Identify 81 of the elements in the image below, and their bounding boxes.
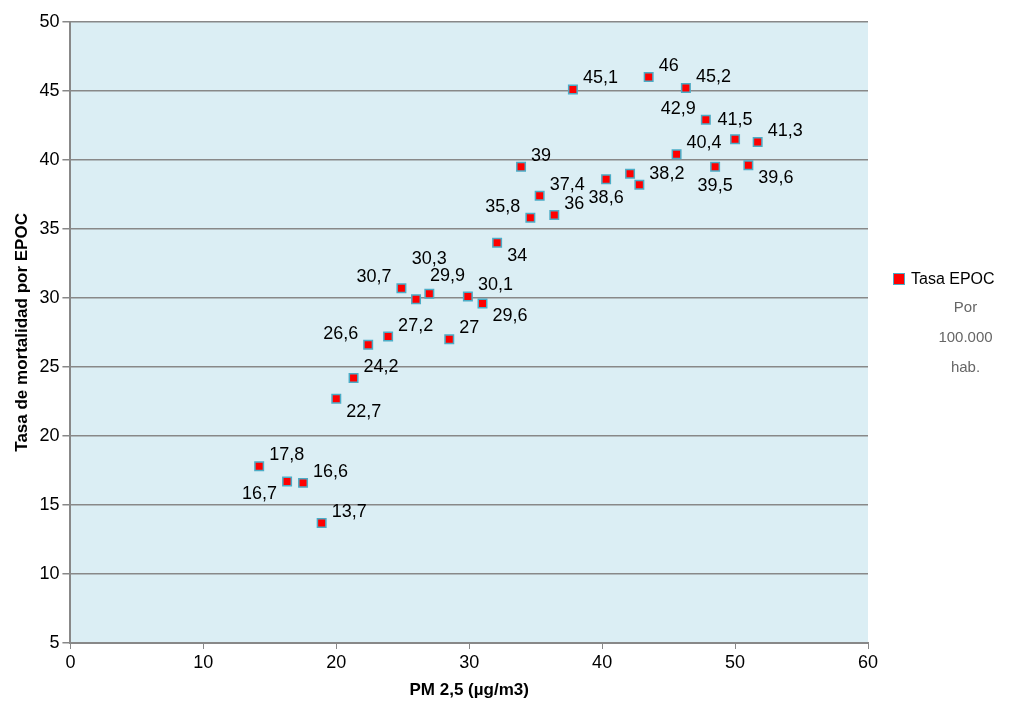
point <box>444 334 455 345</box>
y-tick-label: 10 <box>39 562 60 583</box>
data-label: 22,7 <box>346 400 382 421</box>
x-tick-label: 10 <box>193 651 214 672</box>
point <box>534 190 545 201</box>
point <box>331 393 342 404</box>
y-tick-label: 40 <box>39 148 60 169</box>
point <box>424 288 435 299</box>
y-tick-label: 35 <box>39 217 60 238</box>
y-tick-label: 30 <box>39 286 60 307</box>
data-label: 30,3 <box>411 247 447 268</box>
data-label: 41,3 <box>767 119 803 140</box>
point <box>680 83 691 94</box>
point <box>316 517 327 528</box>
data-label: 45,2 <box>695 66 731 87</box>
y-tick-label: 45 <box>39 79 60 100</box>
x-tick-label: 50 <box>725 651 746 672</box>
point <box>462 291 473 302</box>
data-label: 30,7 <box>356 266 392 287</box>
x-tick-label: 30 <box>459 651 480 672</box>
point <box>625 168 636 179</box>
data-label: 39 <box>531 144 552 165</box>
data-label: 38,2 <box>649 162 685 183</box>
y-tick-label: 5 <box>49 631 60 652</box>
point <box>743 160 754 171</box>
data-label: 36 <box>564 193 585 214</box>
data-label: 45,1 <box>582 67 618 88</box>
x-tick-label: 0 <box>65 651 76 672</box>
data-label: 35,8 <box>485 195 521 216</box>
x-tick-label: 60 <box>857 651 879 672</box>
data-label: 40,4 <box>686 132 722 153</box>
data-label: 29,6 <box>492 305 528 326</box>
x-tick-label: 40 <box>592 651 613 672</box>
data-label: 39,5 <box>697 174 733 195</box>
x-tick-label: 20 <box>326 651 347 672</box>
point <box>411 294 422 305</box>
data-label: 38,6 <box>588 187 624 208</box>
point <box>752 136 763 147</box>
point <box>700 114 711 125</box>
data-label: 27 <box>459 317 480 338</box>
y-axis-title: Tasa de mortalidad por EPOC <box>11 213 31 452</box>
point <box>477 298 488 309</box>
point <box>643 72 654 83</box>
data-label: 27,2 <box>398 314 434 335</box>
y-tick-label: 50 <box>39 10 60 31</box>
data-label: 42,9 <box>660 97 696 118</box>
point <box>634 179 645 190</box>
point <box>730 134 741 145</box>
point <box>516 161 527 172</box>
point <box>567 84 578 95</box>
data-label: 30,1 <box>477 274 513 295</box>
x-axis-title: PM 2,5 (µg/m3) <box>409 680 529 700</box>
point <box>348 372 359 383</box>
point <box>363 339 374 350</box>
point <box>710 161 721 172</box>
y-tick-label: 15 <box>39 493 60 514</box>
data-label: 39,6 <box>758 167 794 188</box>
point <box>671 149 682 160</box>
data-label: 46 <box>658 54 679 75</box>
data-label: 34 <box>507 244 528 265</box>
point <box>298 477 309 488</box>
point <box>601 174 612 185</box>
point <box>282 476 293 487</box>
text: Por 100.000 hab. <box>937 297 994 377</box>
point <box>254 461 265 472</box>
legend-label: Tasa EPOC <box>911 270 995 288</box>
point <box>383 331 394 342</box>
data-label: 13,7 <box>331 500 367 521</box>
y-tick-label: 20 <box>39 424 60 445</box>
y-tick-label: 25 <box>39 355 60 376</box>
data-label: 17,8 <box>269 444 305 465</box>
data-label: 16,6 <box>313 460 349 481</box>
point <box>396 283 407 294</box>
point <box>525 212 536 223</box>
data-label: 24,2 <box>363 355 399 376</box>
point <box>492 237 503 248</box>
data-label: 16,7 <box>242 483 278 504</box>
data-label: 41,5 <box>717 109 753 130</box>
point <box>549 210 560 221</box>
data-label: 37,4 <box>549 173 585 194</box>
data-label: 26,6 <box>323 322 359 343</box>
